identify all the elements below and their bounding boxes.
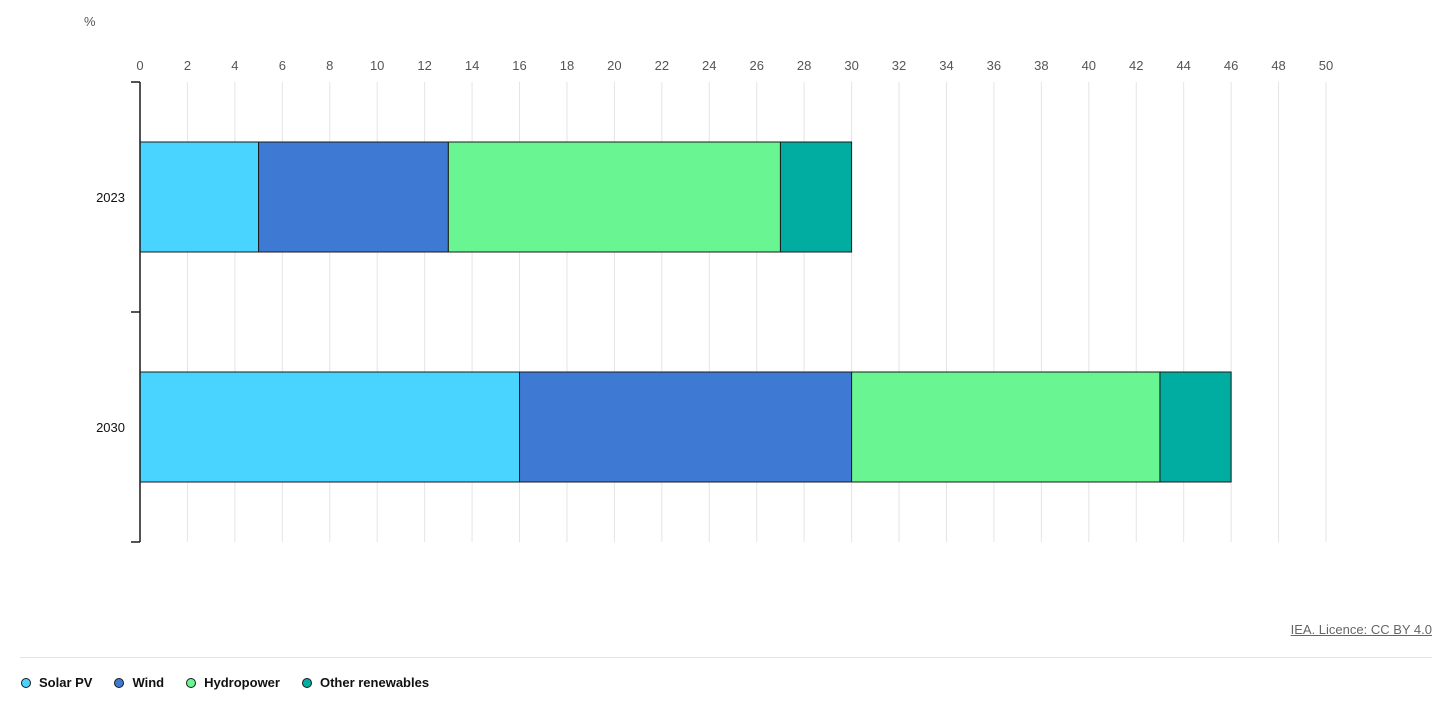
- x-tick-label: 2: [184, 58, 191, 73]
- y-tick-label: 2030: [96, 420, 125, 435]
- legend-label: Other renewables: [319, 675, 430, 690]
- x-tick-label: 40: [1082, 58, 1096, 73]
- y-axis-labels: 2023 2030: [96, 190, 125, 435]
- legend-swatch-icon: [21, 677, 31, 688]
- legend-swatch-icon: [301, 677, 312, 688]
- bar-segment[interactable]: [851, 371, 1161, 483]
- x-tick-label: 30: [844, 58, 858, 73]
- x-tick-label: 26: [749, 58, 763, 73]
- legend: Solar PV Wind Hydropower Other renewables: [21, 675, 429, 690]
- x-tick-label: 50: [1319, 58, 1333, 73]
- bar-segment[interactable]: [139, 141, 260, 253]
- bar-segment[interactable]: [139, 371, 521, 483]
- x-tick-label: 34: [939, 58, 953, 73]
- x-tick-label: 46: [1224, 58, 1238, 73]
- x-tick-label: 22: [655, 58, 669, 73]
- bar-segment[interactable]: [1159, 371, 1232, 483]
- x-tick-label: 20: [607, 58, 621, 73]
- legend-divider: [20, 657, 1432, 658]
- unit-label: %: [84, 14, 96, 29]
- x-tick-label: 0: [136, 58, 143, 73]
- x-tick-label: 42: [1129, 58, 1143, 73]
- legend-label: Solar PV: [39, 675, 93, 690]
- legend-label: Wind: [132, 675, 165, 690]
- legend-item[interactable]: Hydropower: [186, 675, 280, 690]
- legend-swatch-icon: [186, 677, 197, 688]
- y-tick-label: 2023: [96, 190, 125, 205]
- bar-segment[interactable]: [779, 141, 853, 253]
- x-axis-ticks: 0 2 4 6 8 10 12 14 16 18 20 22 24 26 28 30 32 34 36 38 40 42 4…: [136, 58, 1333, 73]
- x-tick-label: 18: [560, 58, 574, 73]
- x-tick-label: 38: [1034, 58, 1048, 73]
- x-tick-label: 4: [231, 58, 238, 73]
- x-tick-label: 6: [279, 58, 286, 73]
- x-tick-label: 36: [987, 58, 1001, 73]
- legend-item[interactable]: Wind: [114, 675, 164, 690]
- legend-item[interactable]: Other renewables: [301, 675, 430, 690]
- x-tick-label: 48: [1271, 58, 1285, 73]
- x-tick-label: 24: [702, 58, 716, 73]
- bar-segment[interactable]: [519, 371, 853, 483]
- x-tick-label: 32: [892, 58, 906, 73]
- y-axis: [131, 81, 141, 543]
- legend-label: Hydropower: [204, 675, 280, 690]
- legend-swatch-icon: [114, 677, 125, 688]
- bar-segment[interactable]: [258, 141, 449, 253]
- x-tick-label: 8: [326, 58, 333, 73]
- x-tick-label: 28: [797, 58, 811, 73]
- x-tick-label: 16: [512, 58, 526, 73]
- bar-segment[interactable]: [447, 141, 781, 253]
- x-tick-label: 12: [417, 58, 431, 73]
- x-tick-label: 14: [465, 58, 479, 73]
- x-tick-label: 44: [1176, 58, 1190, 73]
- credit-link[interactable]: IEA. Licence: CC BY 4.0: [1290, 622, 1432, 637]
- x-tick-label: 10: [370, 58, 384, 73]
- bars: [139, 141, 1232, 483]
- legend-item[interactable]: Solar PV: [21, 675, 92, 690]
